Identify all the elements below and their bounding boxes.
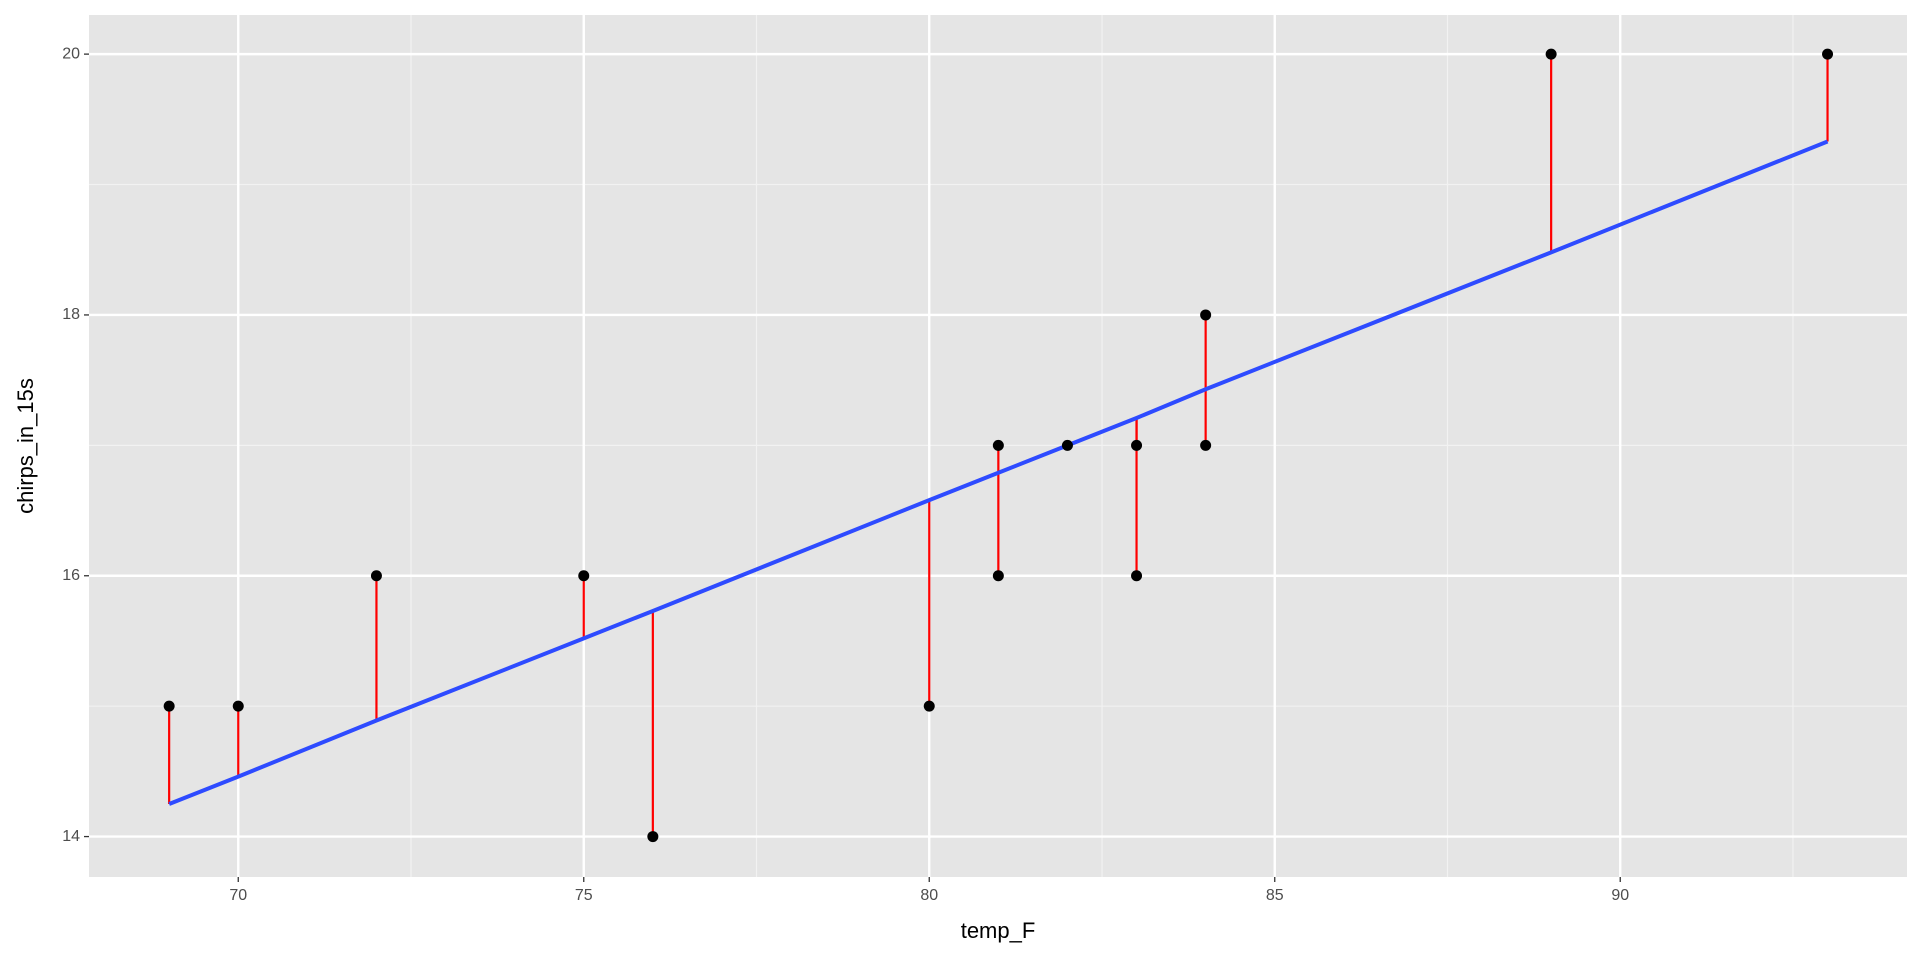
x-tick-label: 80 bbox=[920, 887, 938, 904]
x-tick-label: 75 bbox=[575, 887, 593, 904]
point bbox=[1822, 48, 1834, 60]
point bbox=[992, 570, 1004, 582]
point bbox=[923, 700, 935, 712]
point bbox=[578, 570, 590, 582]
point bbox=[232, 700, 244, 712]
point bbox=[163, 700, 175, 712]
point bbox=[1131, 570, 1143, 582]
y-tick-label: 20 bbox=[62, 45, 80, 62]
point bbox=[647, 831, 659, 843]
fit-line bbox=[168, 139, 1829, 806]
point bbox=[1061, 439, 1073, 451]
y-tick-label: 14 bbox=[62, 828, 80, 845]
point bbox=[992, 439, 1004, 451]
point bbox=[1200, 309, 1212, 321]
x-axis-title: temp_F bbox=[961, 918, 1036, 943]
y-tick-label: 16 bbox=[62, 567, 80, 584]
x-tick-label: 90 bbox=[1611, 887, 1629, 904]
x-tick-label: 70 bbox=[229, 887, 247, 904]
point bbox=[1545, 48, 1557, 60]
point bbox=[1131, 439, 1143, 451]
point bbox=[370, 570, 382, 582]
y-tick-label: 18 bbox=[62, 306, 80, 323]
y-axis-title: chirps_in_15s bbox=[13, 378, 38, 514]
point bbox=[1200, 439, 1212, 451]
marks bbox=[163, 48, 1834, 843]
x-tick-label: 85 bbox=[1266, 887, 1284, 904]
